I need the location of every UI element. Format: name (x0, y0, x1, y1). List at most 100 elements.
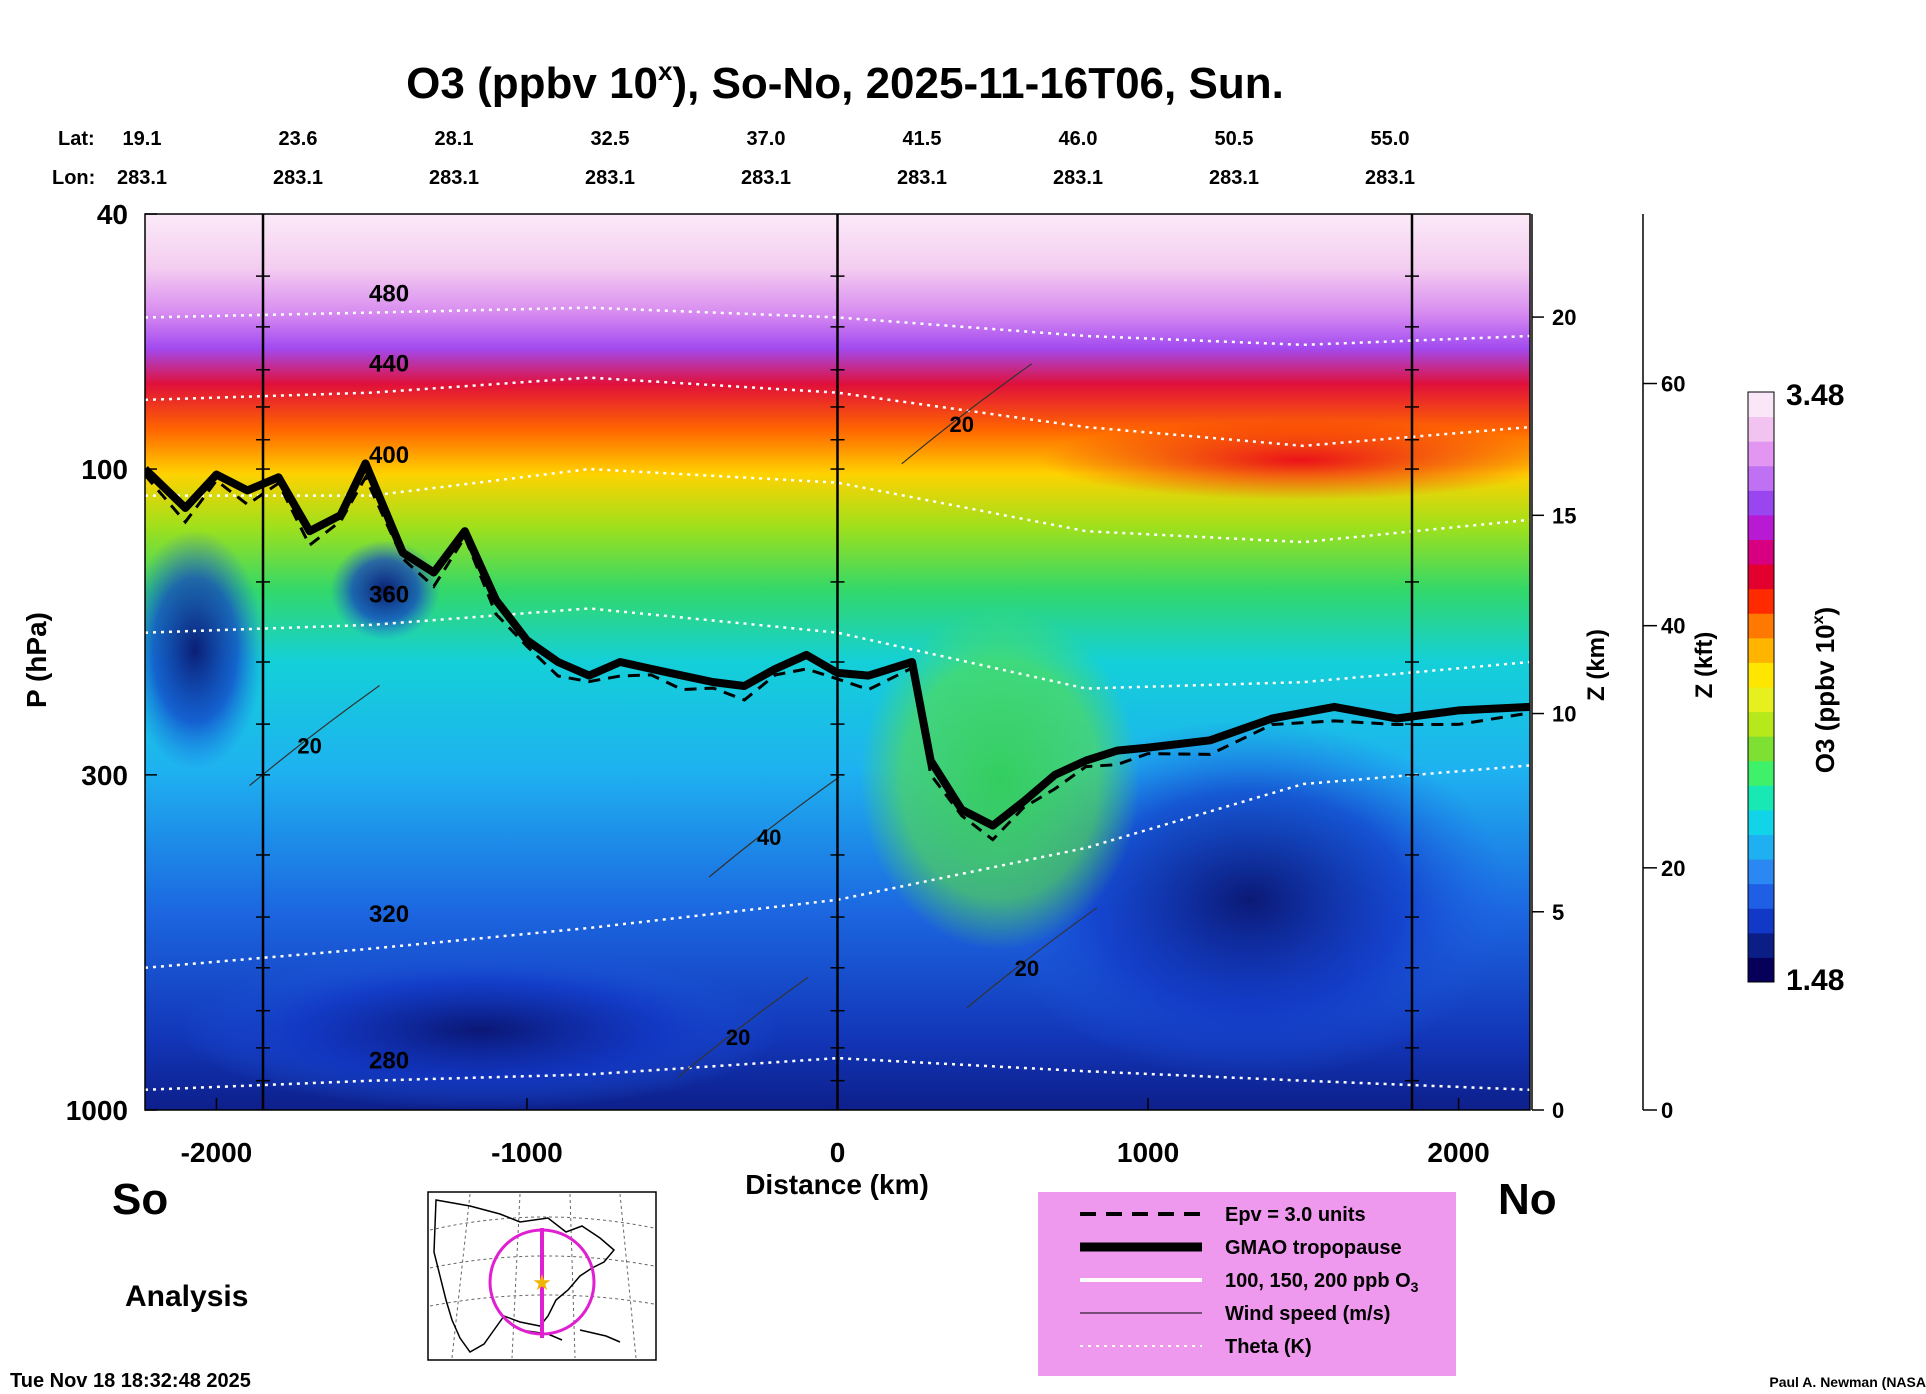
colorbar-swatch (1748, 441, 1774, 467)
title-superscript: x (658, 56, 673, 86)
theta-contour (145, 376, 1530, 448)
colorbar-swatch (1748, 908, 1774, 934)
colorbar-min-label: 1.48 (1786, 964, 1844, 997)
y-tick-label: 1000 (66, 1095, 128, 1126)
lon-value: 283.1 (741, 167, 791, 189)
colorbar-swatch (1748, 785, 1774, 811)
x-tick-label: -2000 (181, 1137, 253, 1168)
north-label: No (1498, 1175, 1557, 1224)
legend-label: GMAO tropopause (1225, 1237, 1402, 1259)
theta-label: 440 (369, 351, 409, 378)
map-star-icon: ★ (532, 1271, 552, 1296)
z-kft-tick-label: 40 (1661, 614, 1685, 639)
z-km-tick-label: 5 (1552, 900, 1564, 925)
theta-label: 320 (369, 901, 409, 928)
legend-label: Epv = 3.0 units (1225, 1204, 1366, 1226)
z-km-tick-label: 0 (1552, 1098, 1564, 1123)
theta-label: 480 (369, 281, 409, 308)
high-ozone-band-north (1040, 420, 1530, 500)
colorbar-swatch (1748, 834, 1774, 860)
z-km-tick-label: 15 (1552, 503, 1576, 528)
y-tick-label: 100 (81, 454, 128, 485)
legend: Epv = 3.0 units GMAO tropopause 100, 150, … (1038, 1192, 1456, 1376)
x-tick-label: 2000 (1427, 1137, 1489, 1168)
chart-title: O3 (ppbv 10x), So-No, 2025-11-16T06, Sun… (406, 56, 1284, 108)
theta-label: 400 (369, 442, 409, 469)
z-km-tick-label: 20 (1552, 305, 1576, 330)
theta-contour (145, 306, 1530, 347)
lat-value: 32.5 (591, 128, 630, 150)
lat-lon-labels: 19.1 283.1 23.6 283.1 28.1 283.1 32.5 283.1 37.0… (117, 128, 1415, 189)
colorbar-swatch (1748, 662, 1774, 688)
wind-speed-label: 40 (757, 825, 781, 850)
low-ozone-region-west (145, 530, 265, 770)
lon-value: 283.1 (429, 167, 479, 189)
lat-value: 41.5 (903, 128, 942, 150)
y-axis: 40 100 300 1000 (66, 199, 157, 1126)
theta-contour (145, 1056, 1530, 1092)
wind-speed-contours: 20 20 40 20 20 (249, 363, 1098, 1078)
theta-contours: 280 320 360 400 440 480 (145, 281, 1530, 1092)
colorbar-swatch (1748, 588, 1774, 614)
credit: Paul A. Newman (NASA (1769, 1374, 1926, 1390)
lon-value: 283.1 (117, 167, 167, 189)
colorbar-swatch (1748, 539, 1774, 565)
colorbar-swatch (1748, 883, 1774, 909)
legend-background (1038, 1192, 1456, 1376)
x-tick-label: 1000 (1117, 1137, 1179, 1168)
z-kft-axis-label: Z (kft) (1691, 632, 1718, 699)
lon-header-label: Lon: (52, 167, 95, 189)
low-ozone-region-south (180, 950, 780, 1110)
lat-value: 28.1 (435, 128, 474, 150)
z-kft-tick-label: 0 (1661, 1098, 1673, 1123)
colorbar-swatch (1748, 711, 1774, 737)
low-ozone-pocket (330, 540, 440, 640)
theta-contour (145, 467, 1530, 544)
colorbar-swatch (1748, 637, 1774, 663)
lon-value: 283.1 (585, 167, 635, 189)
z-kft-tick-label: 20 (1661, 856, 1685, 881)
lon-value: 283.1 (1209, 167, 1259, 189)
z-kft-tick-label: 60 (1661, 372, 1685, 397)
locator-map: ★ (427, 1191, 657, 1361)
wind-speed-label: 20 (726, 1025, 750, 1050)
lat-header-label: Lat: (58, 128, 95, 150)
y-tick-label: 300 (81, 760, 128, 791)
legend-label: Wind speed (m/s) (1225, 1303, 1390, 1325)
colorbar-swatch (1748, 564, 1774, 590)
colorbar-swatch (1748, 760, 1774, 786)
colorbar-title: O3 (ppbv 10x) (1810, 607, 1840, 773)
wind-contour (901, 363, 1033, 465)
legend-label: Theta (K) (1225, 1336, 1312, 1358)
colorbar-swatch (1748, 465, 1774, 491)
z-kft-axis: 0 20 40 60 (1642, 214, 1685, 1123)
colorbar-max-label: 3.48 (1786, 379, 1844, 412)
wind-contour (708, 776, 840, 878)
z-km-axis: 0 5 10 15 20 (1531, 214, 1576, 1123)
wind-contour (677, 976, 809, 1078)
lat-value: 46.0 (1059, 128, 1098, 150)
wind-speed-label: 20 (1015, 956, 1039, 981)
colorbar-swatch (1748, 613, 1774, 639)
legend-label: 100, 150, 200 ppb O3 (1225, 1270, 1419, 1295)
lat-value: 37.0 (747, 128, 786, 150)
colorbar-swatch (1748, 392, 1774, 418)
lon-value: 283.1 (897, 167, 947, 189)
south-label: So (112, 1175, 168, 1224)
ozone-field: 280 320 360 400 440 480 20 20 40 20 20 (145, 214, 1530, 1110)
tropopause-line (145, 459, 1530, 830)
colorbar-swatch (1748, 736, 1774, 762)
colorbar-swatch (1748, 416, 1774, 442)
high-ozone-intrusion (860, 610, 1140, 950)
theta-contour (145, 764, 1530, 970)
wind-speed-label: 20 (297, 734, 321, 759)
lat-value: 50.5 (1215, 128, 1254, 150)
z-km-axis-label: Z (km) (1583, 629, 1610, 701)
y-tick-label: 40 (97, 199, 128, 230)
colorbar-frame (1747, 391, 1775, 983)
colorbar-swatch (1748, 932, 1774, 958)
lon-value: 283.1 (273, 167, 323, 189)
colorbar-swatch (1748, 514, 1774, 540)
reference-lines (256, 214, 1419, 1110)
